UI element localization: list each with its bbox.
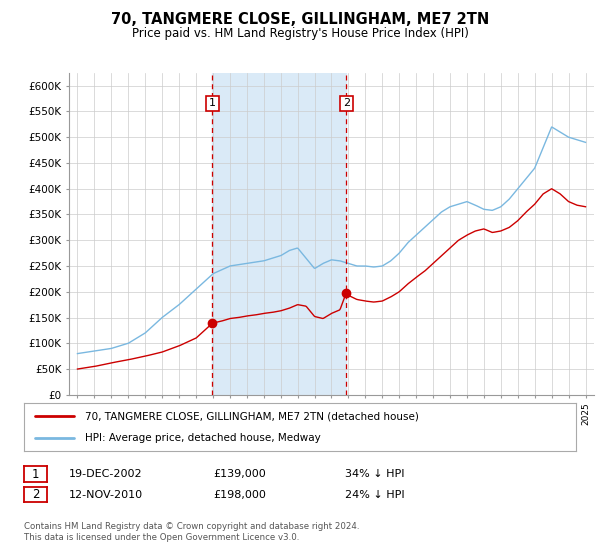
Text: 19-DEC-2002: 19-DEC-2002 [69,469,143,479]
Text: 2: 2 [32,488,39,501]
Text: £139,000: £139,000 [213,469,266,479]
Text: 24% ↓ HPI: 24% ↓ HPI [345,490,404,500]
Text: 70, TANGMERE CLOSE, GILLINGHAM, ME7 2TN: 70, TANGMERE CLOSE, GILLINGHAM, ME7 2TN [111,12,489,27]
Text: Contains HM Land Registry data © Crown copyright and database right 2024.
This d: Contains HM Land Registry data © Crown c… [24,522,359,542]
Text: 1: 1 [209,99,216,109]
Text: Price paid vs. HM Land Registry's House Price Index (HPI): Price paid vs. HM Land Registry's House … [131,27,469,40]
Text: 34% ↓ HPI: 34% ↓ HPI [345,469,404,479]
Text: 12-NOV-2010: 12-NOV-2010 [69,490,143,500]
Bar [212,73,346,395]
Text: HPI: Average price, detached house, Medway: HPI: Average price, detached house, Medw… [85,433,320,443]
Text: 2: 2 [343,99,350,109]
Text: £198,000: £198,000 [213,490,266,500]
Text: 70, TANGMERE CLOSE, GILLINGHAM, ME7 2TN (detached house): 70, TANGMERE CLOSE, GILLINGHAM, ME7 2TN … [85,411,419,421]
Text: 1: 1 [32,468,39,480]
